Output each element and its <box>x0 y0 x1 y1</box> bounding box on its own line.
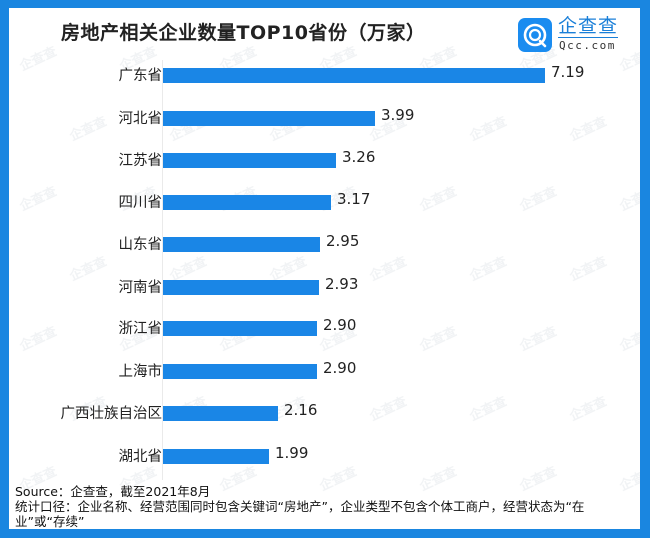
value-label: 3.26 <box>342 148 376 166</box>
category-label: 广东省 <box>118 68 163 84</box>
bar <box>163 364 317 379</box>
bar <box>163 406 278 421</box>
category-label: 山东省 <box>118 237 163 253</box>
logo-name-en: Qcc.com <box>559 39 616 52</box>
category-label: 河南省 <box>118 280 163 296</box>
bar <box>163 153 336 168</box>
bar <box>163 321 317 336</box>
qcc-logo-icon <box>518 18 552 52</box>
value-label: 2.90 <box>323 316 357 334</box>
category-label: 浙江省 <box>118 321 163 337</box>
bar-row: 河北省 3.99 <box>9 106 640 128</box>
bar-row: 江苏省 3.26 <box>9 148 640 170</box>
category-label: 湖北省 <box>118 449 163 465</box>
value-label: 3.17 <box>337 190 371 208</box>
category-label: 河北省 <box>118 111 163 127</box>
bar-row: 浙江省 2.90 <box>9 316 640 338</box>
value-label: 2.93 <box>325 275 359 293</box>
source-text: Source：企查查，截至2021年8月 <box>15 484 211 499</box>
value-label: 7.19 <box>551 63 585 81</box>
value-label: 2.95 <box>326 232 360 250</box>
bar <box>163 449 269 464</box>
bar-row: 广西壮族自治区 2.16 <box>9 401 640 423</box>
category-label: 上海市 <box>118 364 163 380</box>
bar-row: 湖北省 1.99 <box>9 444 640 466</box>
category-label: 江苏省 <box>118 153 163 169</box>
y-axis-line <box>162 60 163 480</box>
bar <box>163 237 320 252</box>
chart-title: 房地产相关企业数量TOP10省份（万家） <box>61 22 426 44</box>
category-label: 广西壮族自治区 <box>60 406 163 422</box>
value-label: 3.99 <box>381 106 415 124</box>
bar <box>163 280 319 295</box>
bar-row: 山东省 2.95 <box>9 232 640 254</box>
bar-row: 河南省 2.93 <box>9 275 640 297</box>
value-label: 1.99 <box>275 444 309 462</box>
bar <box>163 195 331 210</box>
bar-row: 上海市 2.90 <box>9 359 640 381</box>
value-label: 2.90 <box>323 359 357 377</box>
methodology-note: 统计口径：企业名称、经营范围同时包含关键词“房地产”，企业类型不包含个体工商户，… <box>15 499 585 529</box>
bar <box>163 68 545 83</box>
category-label: 四川省 <box>118 195 163 211</box>
chart-footer: Source：企查查，截至2021年8月 统计口径：企业名称、经营范围同时包含关… <box>15 484 630 529</box>
brand-logo: 企查查 Qcc.com <box>518 14 638 56</box>
bar-row: 广东省 7.19 <box>9 63 640 85</box>
value-label: 2.16 <box>284 401 318 419</box>
logo-name-cn: 企查查 <box>558 15 619 38</box>
chart-card: 企查查 企查查 企查查 企查查 企查查 企查查 企查查 企查查 企查查 企查查 企查查 企查查 企查查企… <box>9 8 640 529</box>
bar-row: 四川省 3.17 <box>9 190 640 212</box>
bar <box>163 111 375 126</box>
